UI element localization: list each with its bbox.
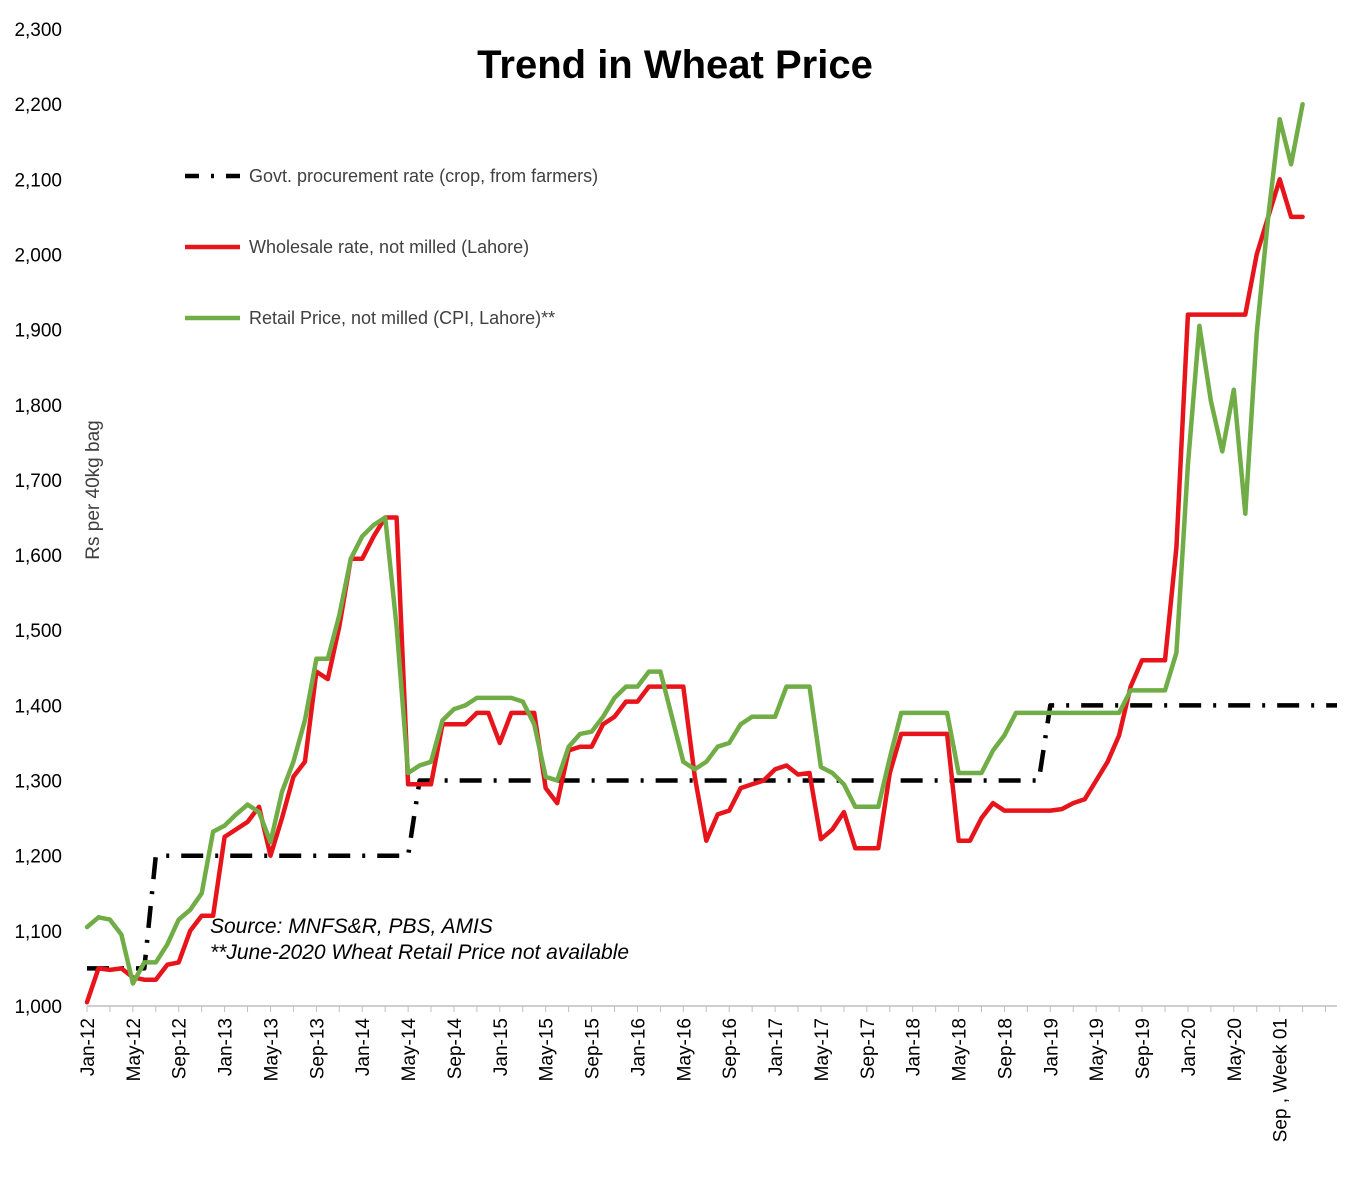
x-tick-label: Jan-13 [216,1018,237,1076]
legend-label-govt: Govt. procurement rate (crop, from farme… [249,166,598,186]
x-tick-label: May-14 [399,1018,420,1082]
y-tick-label: 2,300 [14,20,62,41]
y-tick-label: 1,500 [14,621,62,642]
x-tick-label: Jan-17 [766,1018,787,1076]
retail-price-note: **June-2020 Wheat Retail Price not avail… [210,941,629,964]
x-tick-label: Jan-20 [1179,1018,1200,1076]
x-tick-label: Sep-17 [858,1018,879,1079]
series-lines [84,101,1337,1005]
y-tick-label: 2,000 [14,245,62,266]
series-line-1 [84,177,1305,1005]
y-tick-label: 1,600 [14,546,62,567]
y-tick-label: 1,800 [14,396,62,417]
x-tick-label: Sep-15 [583,1018,604,1079]
x-tick-label: Jan-12 [78,1018,99,1076]
x-tick-label: May-20 [1225,1018,1246,1081]
y-axis-label: Rs per 40kg bag [83,420,104,559]
legend-label-retail: Retail Price, not milled (CPI, Lahore)** [249,308,555,328]
legend: Govt. procurement rate (crop, from farme… [185,166,598,328]
series-line-0 [87,703,1337,971]
x-tick-label: Sep-13 [307,1018,328,1079]
x-tick-label: May-19 [1087,1018,1108,1081]
y-tick-label: 2,100 [14,170,62,191]
x-tick-label: Jan-15 [491,1018,512,1076]
x-tick-label: Jan-16 [628,1018,649,1076]
x-tick-label: Jan-18 [904,1018,925,1076]
x-axis: Jan-12 May-12 Sep-12 Jan-13 May-13 Sep-13 Jan-… [78,1005,1337,1142]
y-tick-label: 1,200 [14,847,62,868]
x-tick-label: May-12 [124,1018,145,1081]
x-tick-label: Sep-14 [445,1018,466,1080]
x-tick-label: Sep-12 [170,1018,191,1079]
y-tick-label: 1,700 [14,471,62,492]
y-axis-ticks: 1,000 1,100 1,200 1,300 1,400 1,500 1,600 1,700… [14,20,62,1018]
y-tick-label: 1,300 [14,772,62,793]
y-tick-label: 1,900 [14,321,62,342]
y-tick-label: 1,400 [14,696,62,717]
legend-label-wholesale: Wholesale rate, not milled (Lahore) [249,237,529,257]
y-tick-label: 1,000 [14,997,62,1018]
x-tick-label: May-13 [261,1018,282,1081]
source-note: Source: MNFS&R, PBS, AMIS [210,915,493,938]
x-tick-label: Sep-16 [720,1018,741,1079]
x-tick-label: Sep , Week 01 [1271,1018,1292,1142]
x-tick-label: Jan-14 [353,1018,374,1077]
x-tick-label: Sep-18 [995,1018,1016,1079]
x-tick-label: Jan-19 [1041,1018,1062,1076]
x-tick-label: May-17 [812,1018,833,1081]
x-tick-label: Sep-19 [1133,1018,1154,1079]
y-tick-label: 1,100 [14,922,62,943]
x-tick-label: May-16 [674,1018,695,1081]
series-line-2 [84,101,1305,986]
y-tick-label: 2,200 [14,95,62,116]
chart-title: Trend in Wheat Price [477,43,873,87]
x-tick-label: May-18 [950,1018,971,1081]
x-tick-label: May-15 [537,1018,558,1081]
